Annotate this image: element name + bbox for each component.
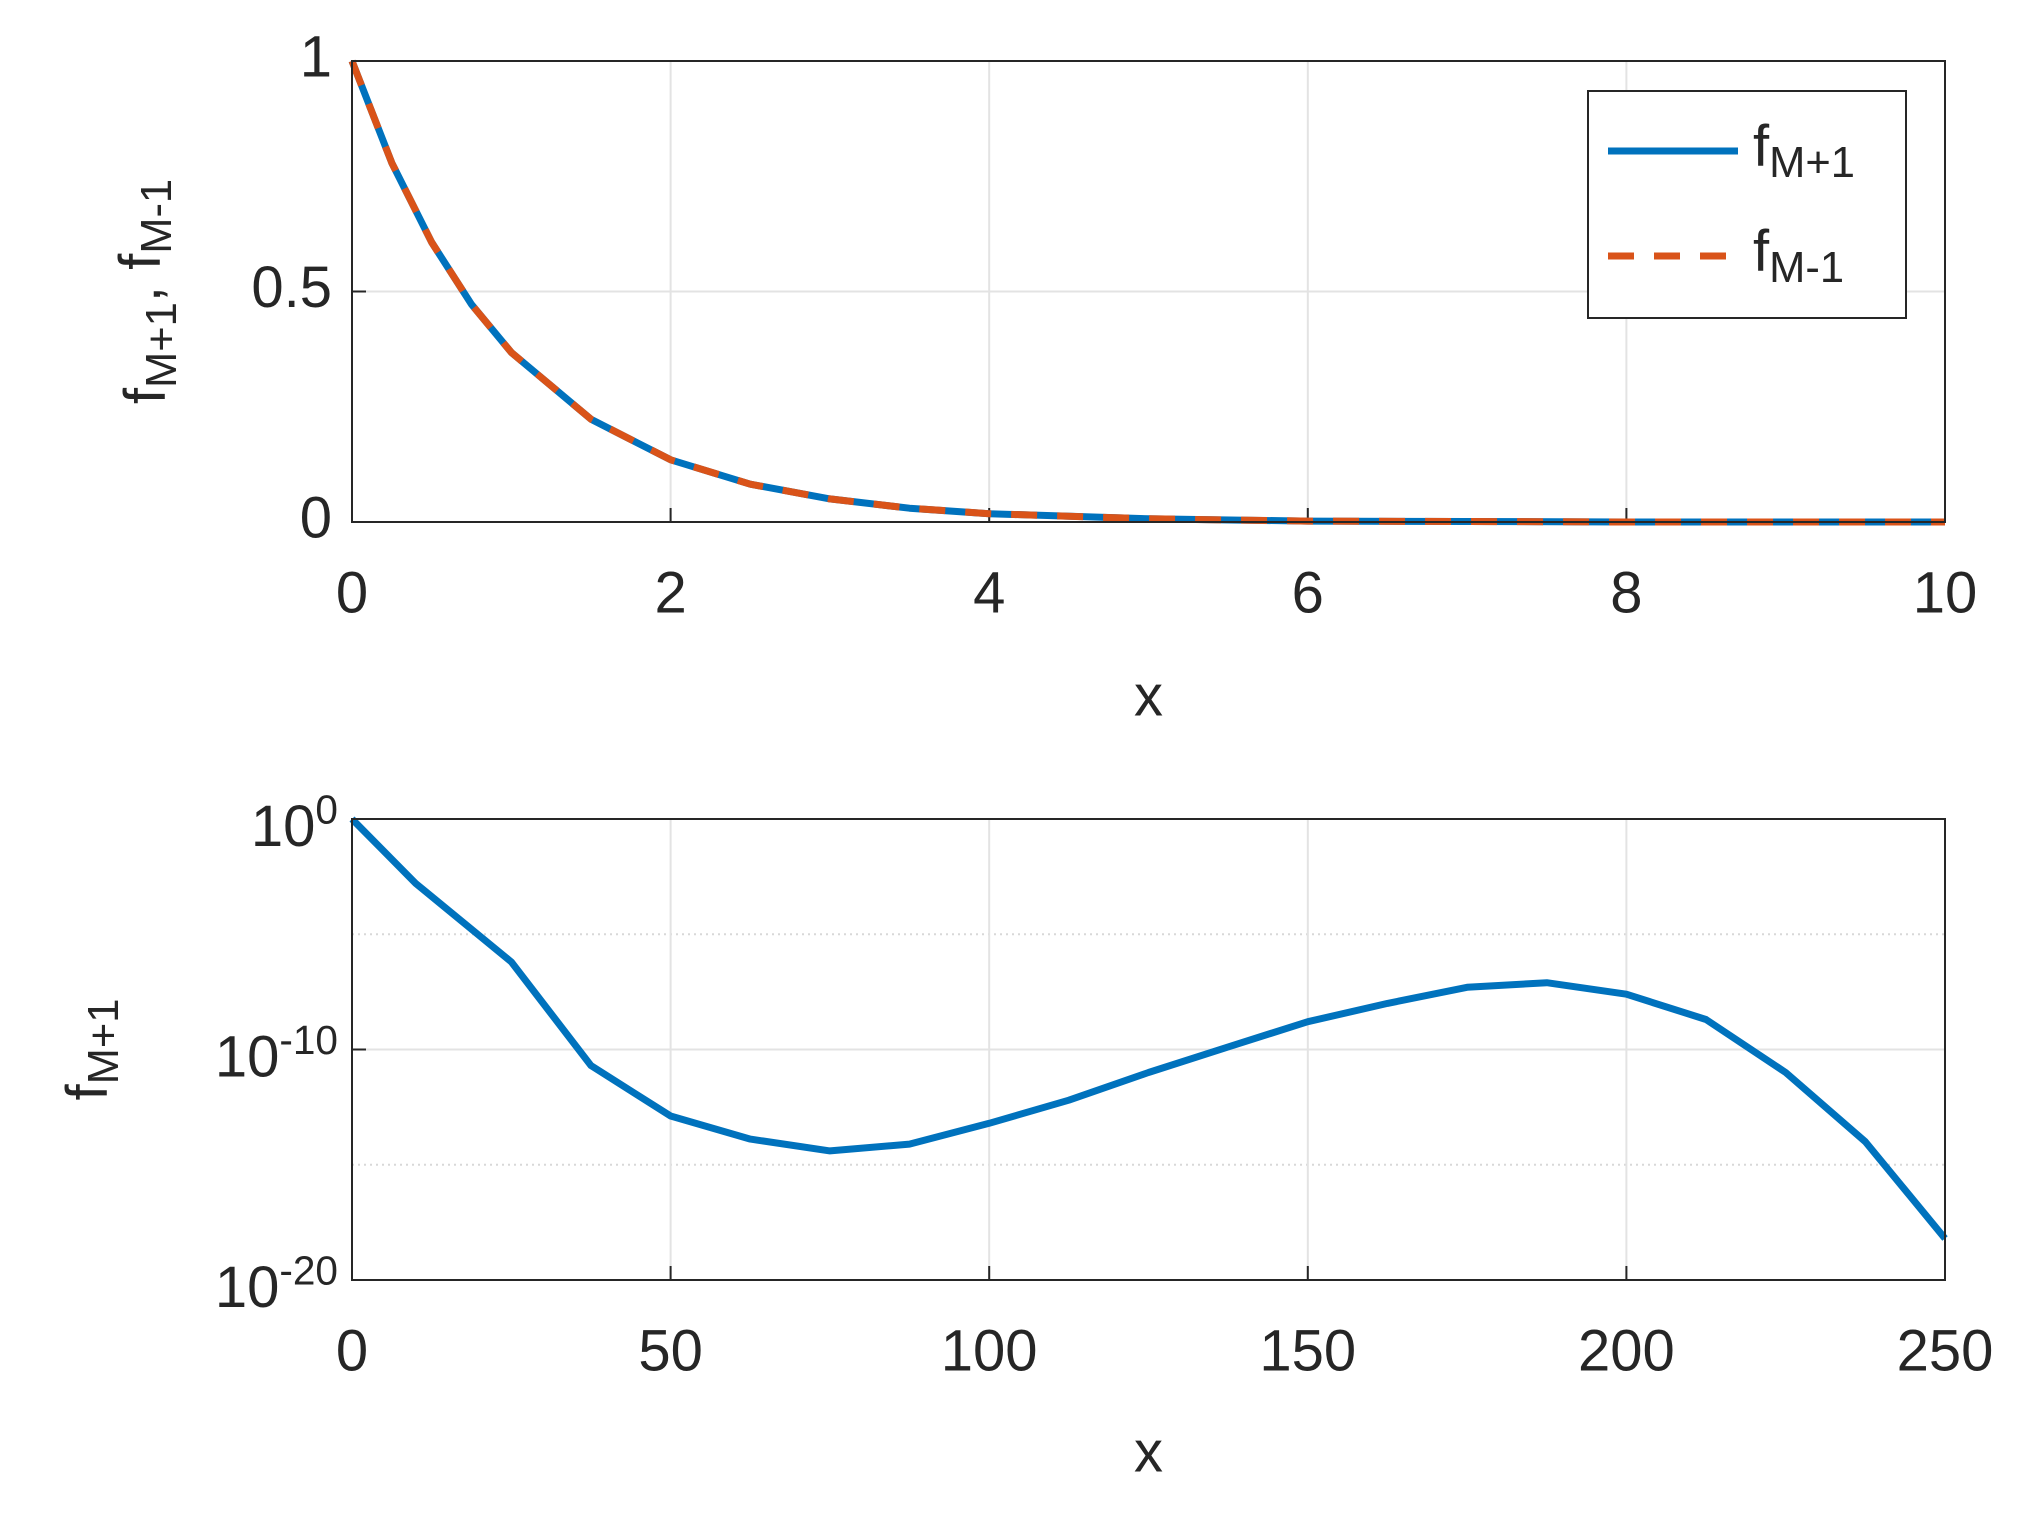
axes-box: [351, 818, 1946, 1281]
axes-box: [351, 60, 1946, 523]
x-axis-label: x: [1134, 663, 1163, 728]
x-axis-label: x: [1134, 1419, 1163, 1484]
y-axis-label: fM+1: [55, 999, 128, 1101]
y-tick-label: 10-10: [215, 1017, 338, 1090]
subplot: 0 2 4 6 8 10 0 0.5 1 x fM+1, fM-1 fM+1 fM-1: [108, 24, 1977, 728]
y-tick-label: 10-20: [215, 1247, 338, 1320]
x-tick-label: 10: [1913, 560, 1978, 625]
y-tick-label: 0.5: [251, 255, 332, 320]
legend-label: fM-1: [1753, 219, 1844, 292]
x-tick-label: 0: [336, 560, 368, 625]
x-tick-label: 0: [336, 1318, 368, 1383]
subplot: 0 50 100 150 200 250 10-20 10-10 100 x fM+1: [55, 786, 1993, 1484]
series-line: [349, 816, 1948, 1241]
x-tick-label: 200: [1578, 1318, 1675, 1383]
y-axis-label: fM+1, fM-1: [108, 179, 186, 404]
legend-box: [1587, 90, 1907, 319]
x-tick-label: 8: [1610, 560, 1642, 625]
legend: fM+1 fM-1: [1587, 90, 1907, 319]
x-tick-label: 100: [941, 1318, 1038, 1383]
x-tick-label: 50: [638, 1318, 703, 1383]
y-tick-label: 100: [251, 786, 338, 859]
x-tick-label: 4: [973, 560, 1005, 625]
x-tick-label: 2: [654, 560, 686, 625]
legend-label: fM+1: [1753, 114, 1855, 187]
x-tick-label: 150: [1259, 1318, 1356, 1383]
y-tick-label: 0: [300, 485, 332, 550]
x-tick-label: 6: [1292, 560, 1324, 625]
x-tick-label: 250: [1897, 1318, 1994, 1383]
y-tick-label: 1: [300, 24, 332, 89]
